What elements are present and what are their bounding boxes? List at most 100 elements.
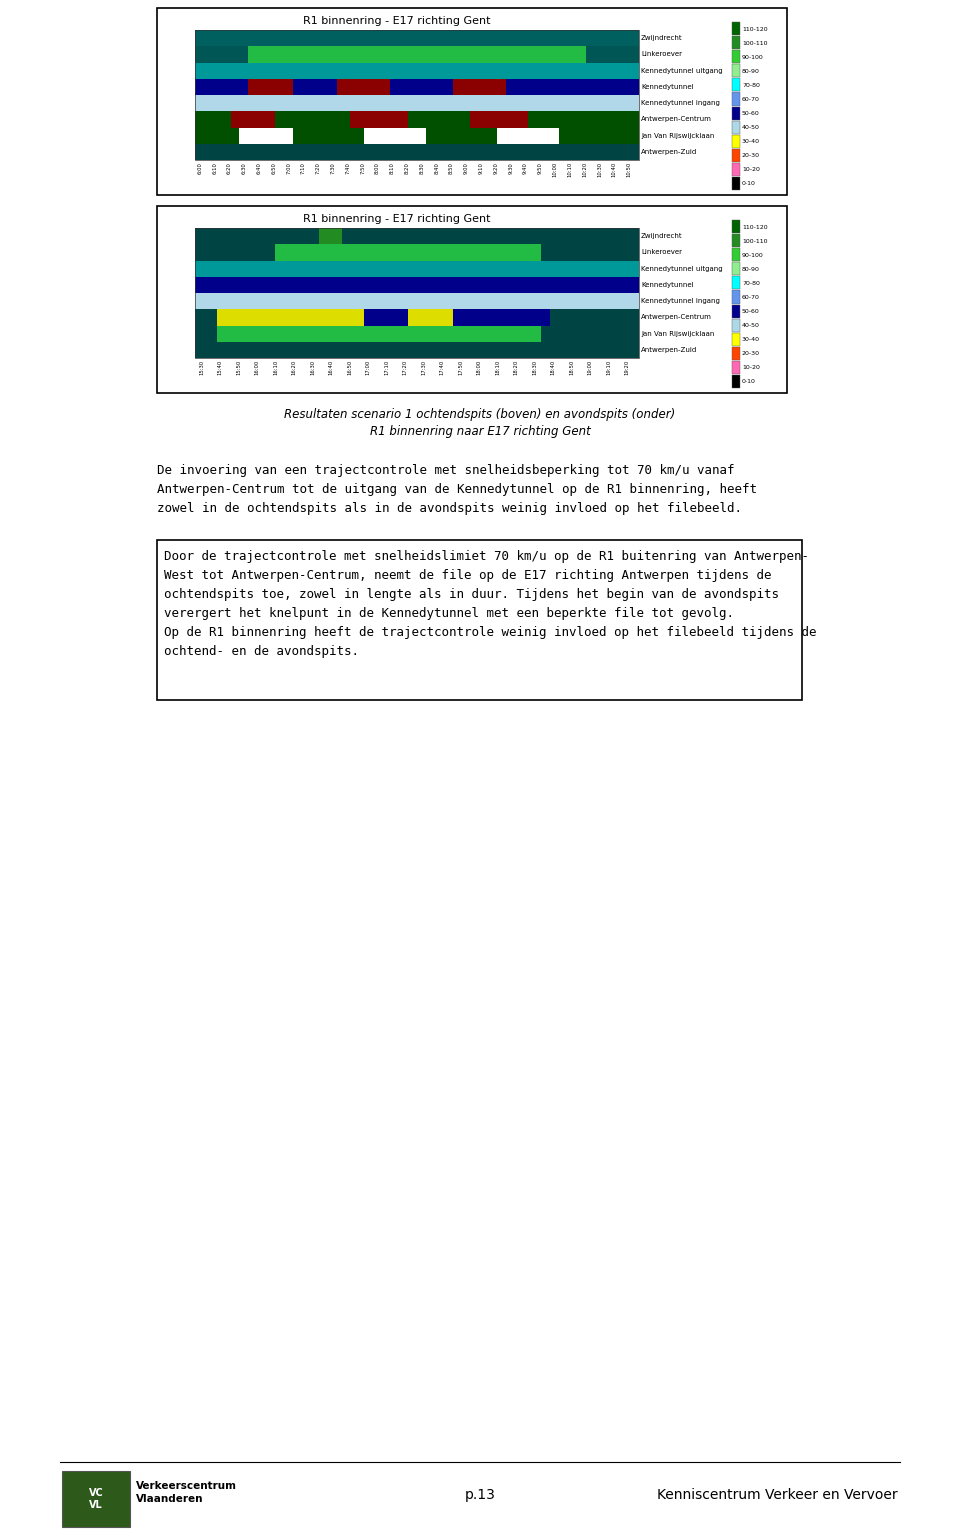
Bar xyxy=(275,245,541,260)
Text: 19:00: 19:00 xyxy=(588,360,592,376)
Bar xyxy=(506,78,639,95)
Bar xyxy=(195,277,639,292)
Bar xyxy=(195,292,639,309)
Bar xyxy=(195,245,275,260)
Bar xyxy=(320,228,342,245)
Bar xyxy=(732,163,740,175)
Bar xyxy=(732,149,740,162)
Text: Kenniscentrum Verkeer en Vervoer: Kenniscentrum Verkeer en Vervoer xyxy=(658,1488,898,1502)
Text: ochtend- en de avondspits.: ochtend- en de avondspits. xyxy=(164,645,359,659)
Text: 6:20: 6:20 xyxy=(227,162,232,174)
Text: 19:10: 19:10 xyxy=(607,360,612,376)
Text: 9:10: 9:10 xyxy=(479,162,484,174)
Bar xyxy=(195,111,230,128)
Bar xyxy=(217,309,364,326)
Text: 17:50: 17:50 xyxy=(458,360,464,376)
Bar xyxy=(732,360,740,374)
Bar xyxy=(364,128,426,143)
Bar xyxy=(541,245,639,260)
Text: 18:30: 18:30 xyxy=(532,360,538,376)
Text: 20-30: 20-30 xyxy=(742,351,760,357)
Bar xyxy=(732,177,740,189)
Text: Kennedytunnel: Kennedytunnel xyxy=(641,83,694,89)
Bar xyxy=(408,111,470,128)
Bar xyxy=(426,128,497,143)
Text: 18:50: 18:50 xyxy=(569,360,574,376)
Text: 6:00: 6:00 xyxy=(198,162,203,174)
Text: Zwijndrecht: Zwijndrecht xyxy=(641,232,683,239)
Text: Kennedytunnel uitgang: Kennedytunnel uitgang xyxy=(641,68,723,74)
Text: 7:50: 7:50 xyxy=(360,162,365,174)
Text: R1 binnenring - E17 richting Gent: R1 binnenring - E17 richting Gent xyxy=(302,15,491,26)
Text: 7:30: 7:30 xyxy=(330,162,336,174)
Text: Antwerpen-Centrum: Antwerpen-Centrum xyxy=(641,314,712,320)
Bar xyxy=(350,111,408,128)
Text: 6:10: 6:10 xyxy=(212,162,217,174)
Text: 0-10: 0-10 xyxy=(742,380,756,385)
Text: 0-10: 0-10 xyxy=(742,182,756,186)
Bar xyxy=(452,78,506,95)
Text: 30-40: 30-40 xyxy=(742,337,760,342)
Bar xyxy=(249,78,293,95)
Text: 8:10: 8:10 xyxy=(390,162,395,174)
Text: 8:50: 8:50 xyxy=(449,162,454,174)
Bar xyxy=(732,277,740,289)
Text: De invoering van een trajectcontrole met snelheidsbeperking tot 70 km/u vanaf: De invoering van een trajectcontrole met… xyxy=(157,463,734,477)
Text: Kennedytunnel ingang: Kennedytunnel ingang xyxy=(641,299,720,305)
Text: Op de R1 binnenring heeft de trajectcontrole weinig invloed op het filebeeld tij: Op de R1 binnenring heeft de trajectcont… xyxy=(164,626,817,639)
Text: 6:40: 6:40 xyxy=(256,162,261,174)
Text: 50-60: 50-60 xyxy=(742,111,759,115)
Text: 40-50: 40-50 xyxy=(742,125,760,131)
Text: Door de trajectcontrole met snelheidslimiet 70 km/u op de R1 buitenring van Antw: Door de trajectcontrole met snelheidslim… xyxy=(164,549,809,563)
Bar xyxy=(732,78,740,91)
Text: Jan Van Rijswijcklaan: Jan Van Rijswijcklaan xyxy=(641,132,714,139)
Bar xyxy=(732,22,740,35)
Text: 17:00: 17:00 xyxy=(366,360,371,376)
Bar xyxy=(249,46,586,63)
Text: 16:20: 16:20 xyxy=(292,360,297,376)
Bar xyxy=(195,228,639,359)
Text: Linkeroever: Linkeroever xyxy=(641,249,682,255)
Text: 8:40: 8:40 xyxy=(434,162,439,174)
Bar xyxy=(195,63,639,78)
Text: 15:50: 15:50 xyxy=(236,360,241,376)
Text: Antwerpen-Centrum tot de uitgang van de Kennedytunnel op de R1 binnenring, heeft: Antwerpen-Centrum tot de uitgang van de … xyxy=(157,483,757,496)
Bar xyxy=(195,309,217,326)
Bar xyxy=(732,248,740,262)
Bar xyxy=(732,106,740,120)
Text: zowel in de ochtendspits als in de avondspits weinig invloed op het filebeeld.: zowel in de ochtendspits als in de avond… xyxy=(157,502,742,516)
Text: 70-80: 70-80 xyxy=(742,83,760,88)
Text: 50-60: 50-60 xyxy=(742,309,759,314)
Bar xyxy=(732,376,740,388)
Text: 17:30: 17:30 xyxy=(421,360,426,376)
Text: 100-110: 100-110 xyxy=(742,239,767,243)
Text: Antwerpen-Zuid: Antwerpen-Zuid xyxy=(641,346,697,352)
Bar xyxy=(342,228,639,245)
Bar xyxy=(157,540,802,700)
Text: 15:30: 15:30 xyxy=(200,360,204,376)
Bar xyxy=(195,342,639,359)
Text: 17:10: 17:10 xyxy=(384,360,389,376)
Text: 60-70: 60-70 xyxy=(742,97,760,102)
Bar xyxy=(732,262,740,275)
Text: Kennedytunnel uitgang: Kennedytunnel uitgang xyxy=(641,266,723,271)
Text: 9:40: 9:40 xyxy=(523,162,528,174)
Text: 17:20: 17:20 xyxy=(403,360,408,376)
Text: ochtendspits toe, zowel in lengte als in duur. Tijdens het begin van de avondspi: ochtendspits toe, zowel in lengte als in… xyxy=(164,588,779,602)
Text: 10:20: 10:20 xyxy=(582,162,588,177)
Bar xyxy=(732,120,740,134)
Bar xyxy=(732,332,740,346)
Bar xyxy=(195,29,639,46)
Text: 7:00: 7:00 xyxy=(286,162,291,174)
Text: 16:50: 16:50 xyxy=(348,360,352,376)
Text: 7:10: 7:10 xyxy=(301,162,306,174)
Text: 10-20: 10-20 xyxy=(742,365,760,371)
Bar xyxy=(275,111,350,128)
Text: 60-70: 60-70 xyxy=(742,295,760,300)
Text: 6:30: 6:30 xyxy=(242,162,247,174)
Bar xyxy=(391,78,452,95)
Text: 40-50: 40-50 xyxy=(742,323,760,328)
Bar xyxy=(239,128,293,143)
Bar xyxy=(586,46,639,63)
Bar xyxy=(732,291,740,303)
